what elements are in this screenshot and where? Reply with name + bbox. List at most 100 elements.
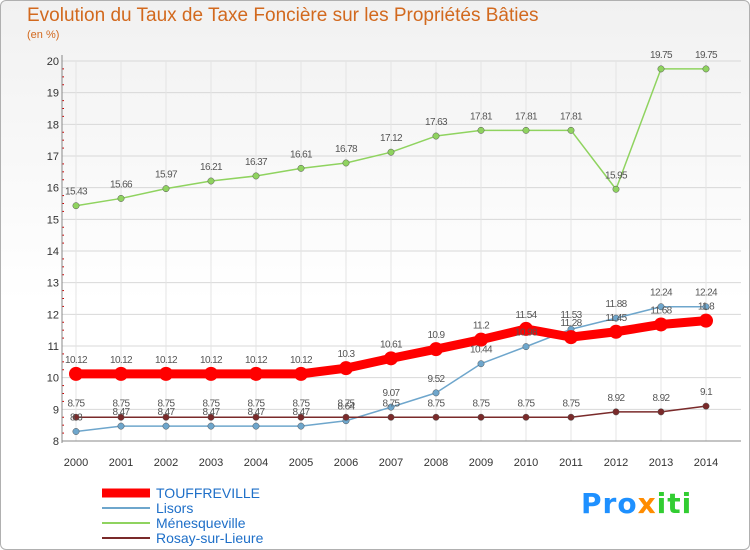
data-point bbox=[72, 413, 80, 421]
data-label: 17.63 bbox=[425, 117, 448, 128]
y-tick-label: 20 bbox=[47, 56, 59, 68]
x-tick-label: 2010 bbox=[514, 457, 538, 469]
data-label: 10.61 bbox=[380, 339, 403, 350]
data-label: 16.78 bbox=[335, 144, 358, 155]
x-tick-label: 2002 bbox=[154, 457, 178, 469]
data-label: 8.64 bbox=[337, 402, 355, 413]
x-tick-label: 2012 bbox=[604, 457, 628, 469]
y-tick-label: 11 bbox=[48, 341, 59, 353]
data-label: 10.3 bbox=[337, 349, 355, 360]
data-point bbox=[297, 422, 305, 430]
data-label: 11.88 bbox=[605, 299, 627, 310]
data-label: 15.66 bbox=[110, 179, 133, 190]
data-point bbox=[387, 403, 395, 411]
data-label: 8.75 bbox=[517, 398, 535, 409]
data-label: 8.92 bbox=[607, 393, 625, 404]
data-point bbox=[204, 366, 218, 381]
data-label: 17.81 bbox=[515, 111, 538, 122]
data-point bbox=[117, 422, 125, 430]
data-point bbox=[519, 321, 533, 336]
data-point bbox=[657, 65, 665, 73]
data-label: 17.12 bbox=[380, 133, 403, 144]
data-label: 8.75 bbox=[337, 398, 355, 409]
data-label: 16.21 bbox=[200, 162, 223, 173]
data-point bbox=[384, 351, 398, 366]
x-tick-label: 2009 bbox=[469, 457, 493, 469]
y-tick-label: 17 bbox=[47, 151, 59, 163]
x-tick-label: 2014 bbox=[694, 457, 718, 469]
data-point bbox=[612, 314, 620, 322]
data-point bbox=[339, 361, 353, 376]
data-label: 11.28 bbox=[560, 318, 582, 329]
data-label: 17.81 bbox=[470, 111, 493, 122]
data-point bbox=[564, 330, 578, 345]
data-label: 8.47 bbox=[157, 407, 175, 418]
logo-part-2: x bbox=[637, 487, 657, 520]
data-point bbox=[657, 303, 665, 311]
data-point bbox=[387, 148, 395, 156]
data-label: 12.24 bbox=[695, 288, 718, 299]
data-label: 15.95 bbox=[605, 170, 628, 181]
data-point bbox=[609, 324, 623, 339]
x-tick-label: 2007 bbox=[379, 457, 403, 469]
x-tick-label: 2003 bbox=[199, 457, 223, 469]
legend-label: Rosay-sur-Lieure bbox=[156, 530, 264, 546]
data-point bbox=[342, 159, 350, 167]
data-point bbox=[162, 413, 170, 421]
data-label: 9.1 bbox=[700, 387, 713, 398]
legend-label: Lisors bbox=[156, 500, 193, 516]
data-label: 8.75 bbox=[292, 398, 310, 409]
data-point bbox=[612, 408, 620, 416]
data-label: 12.24 bbox=[650, 288, 673, 299]
logo-part-1: Pro bbox=[581, 487, 638, 520]
data-label: 8.3 bbox=[70, 413, 83, 424]
data-label: 17.81 bbox=[560, 111, 583, 122]
data-point bbox=[249, 366, 263, 381]
data-label: 8.75 bbox=[202, 398, 220, 409]
data-label: 16.61 bbox=[290, 149, 313, 160]
data-point bbox=[474, 332, 488, 347]
data-point bbox=[432, 132, 440, 140]
data-point bbox=[432, 413, 440, 421]
x-tick-label: 2008 bbox=[424, 457, 448, 469]
data-point bbox=[567, 126, 575, 134]
data-label: 11.54 bbox=[515, 310, 537, 321]
proxiti-logo: Proxiti bbox=[581, 487, 692, 520]
chart-title: Evolution du Taux de Taxe Foncière sur l… bbox=[27, 5, 539, 26]
y-tick-label: 9 bbox=[53, 404, 59, 416]
x-tick-label: 2006 bbox=[334, 457, 358, 469]
data-label: 10.12 bbox=[110, 355, 133, 366]
data-label: 10.98 bbox=[515, 328, 538, 339]
data-label: 10.12 bbox=[290, 355, 313, 366]
data-label: 19.75 bbox=[650, 50, 673, 61]
data-label: 11.2 bbox=[473, 321, 490, 332]
data-point bbox=[69, 366, 83, 381]
data-label: 8.47 bbox=[247, 407, 265, 418]
data-label: 8.47 bbox=[112, 407, 130, 418]
data-point bbox=[117, 413, 125, 421]
data-label: 9.07 bbox=[382, 388, 400, 399]
logo-part-3: iti bbox=[656, 487, 693, 520]
data-point bbox=[252, 172, 260, 180]
legend-label: TOUFFREVILLE bbox=[156, 485, 260, 501]
legend-label: Ménesqueville bbox=[156, 515, 246, 531]
y-tick-label: 12 bbox=[47, 309, 59, 321]
data-label: 11.8 bbox=[698, 302, 715, 313]
data-point bbox=[429, 342, 443, 357]
y-tick-label: 10 bbox=[47, 373, 59, 385]
data-point bbox=[657, 408, 665, 416]
data-point bbox=[117, 194, 125, 202]
data-label: 11.45 bbox=[605, 313, 627, 324]
y-tick-label: 8 bbox=[53, 436, 59, 448]
data-label: 10.12 bbox=[155, 355, 178, 366]
data-point bbox=[612, 185, 620, 193]
data-label: 8.75 bbox=[562, 398, 580, 409]
data-point bbox=[207, 413, 215, 421]
data-point bbox=[477, 413, 485, 421]
y-tick-label: 18 bbox=[47, 119, 59, 131]
data-point bbox=[297, 413, 305, 421]
data-label: 8.75 bbox=[157, 398, 175, 409]
data-point bbox=[342, 413, 350, 421]
